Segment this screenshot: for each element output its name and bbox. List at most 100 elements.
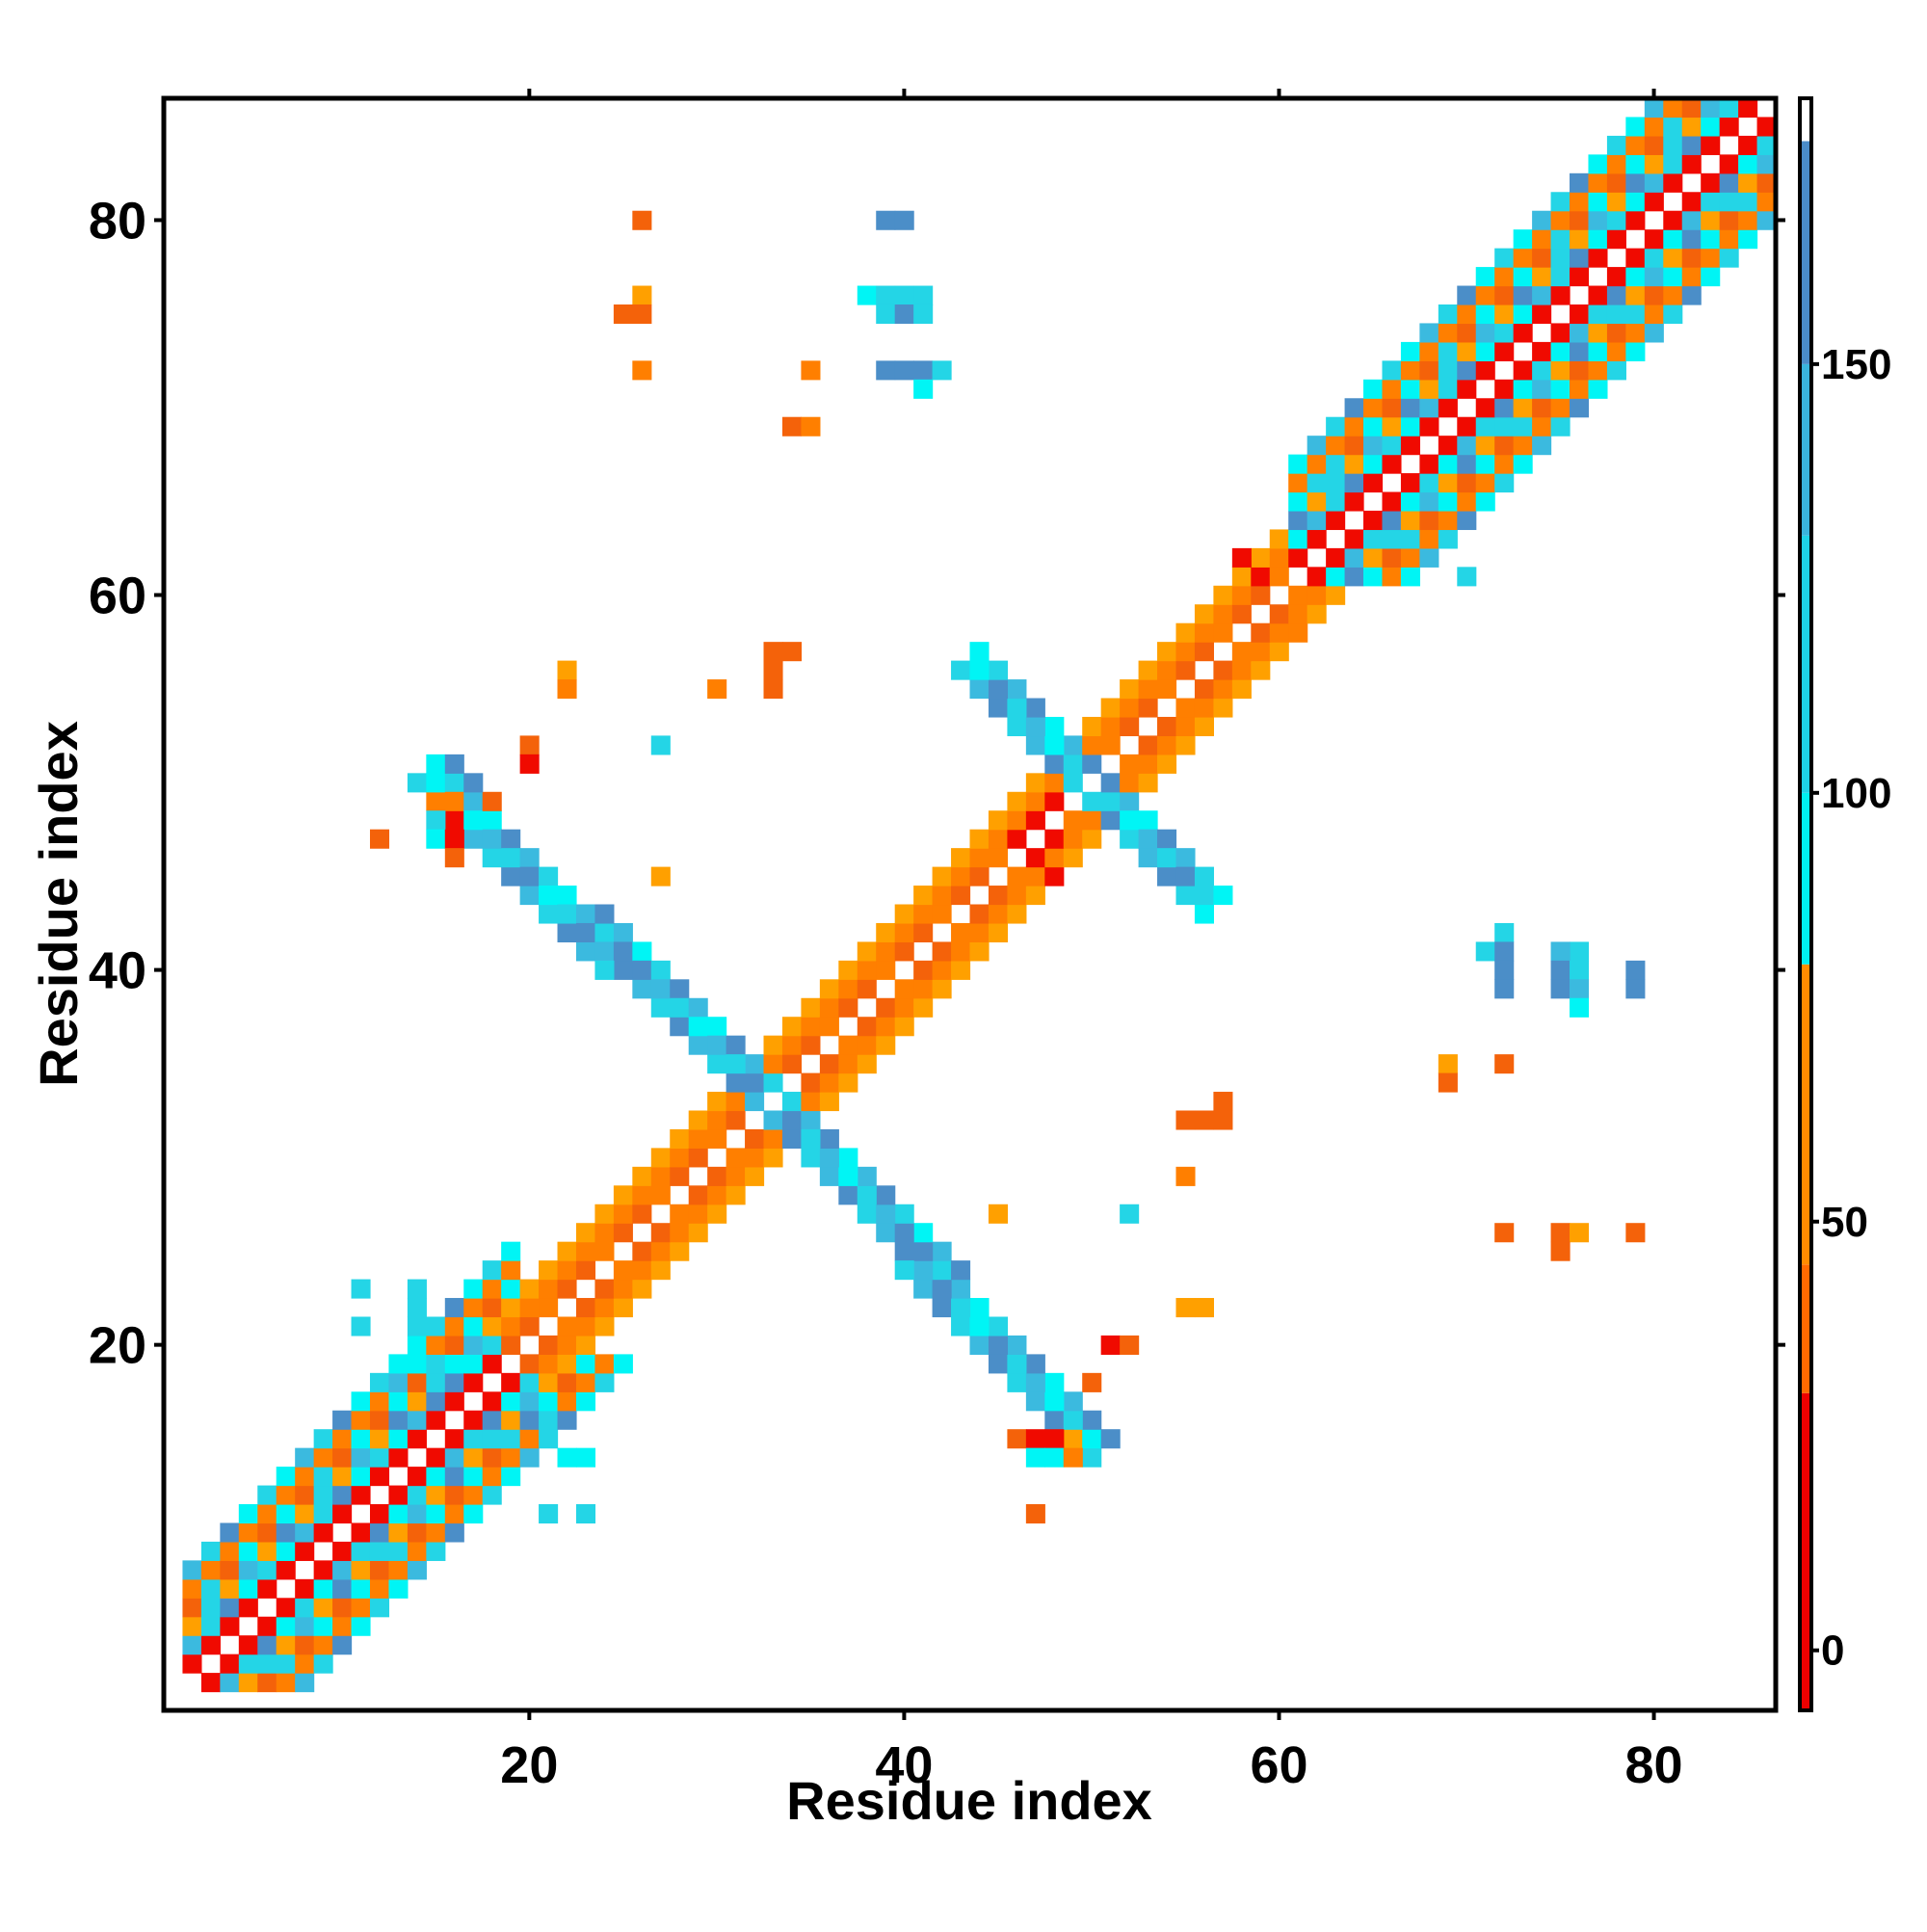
heatmap-cell xyxy=(1025,1391,1045,1412)
heatmap-cell xyxy=(1663,172,1683,193)
heatmap-cell xyxy=(838,1035,858,1055)
heatmap-cell xyxy=(1063,1391,1083,1412)
heatmap-cell xyxy=(650,997,671,1018)
heatmap-cell xyxy=(632,1204,652,1224)
heatmap-cell xyxy=(1570,997,1590,1018)
heatmap-cell xyxy=(1644,98,1664,119)
heatmap-cell xyxy=(1663,210,1683,230)
heatmap-cell xyxy=(1475,285,1495,305)
heatmap-cell xyxy=(1570,979,1590,999)
heatmap-cell xyxy=(501,1467,521,1487)
heatmap-cell xyxy=(1419,379,1439,399)
heatmap-cell xyxy=(650,1148,671,1168)
heatmap-cell xyxy=(650,960,671,980)
heatmap-cell xyxy=(1532,304,1552,325)
heatmap-cell xyxy=(426,1410,446,1430)
heatmap-cell xyxy=(1194,698,1214,718)
heatmap-cell xyxy=(838,1054,858,1074)
heatmap-cell xyxy=(1007,886,1027,906)
heatmap-cell xyxy=(407,1335,427,1355)
heatmap-cell xyxy=(1138,829,1158,849)
heatmap-cell xyxy=(988,829,1008,849)
heatmap-cell xyxy=(426,1485,446,1505)
heatmap-cell xyxy=(1100,773,1121,793)
colorbar-band xyxy=(1800,98,1811,142)
heatmap-cell xyxy=(482,1279,502,1299)
heatmap-cell xyxy=(1251,547,1271,568)
heatmap-cell xyxy=(426,1522,446,1543)
heatmap-cell xyxy=(613,922,633,942)
heatmap-cell xyxy=(1326,510,1346,531)
heatmap-cell xyxy=(426,754,446,774)
heatmap-cell xyxy=(295,1673,315,1693)
heatmap-cell xyxy=(1382,398,1402,418)
heatmap-cell xyxy=(407,1410,427,1430)
heatmap-cell xyxy=(1532,341,1552,361)
heatmap-cell xyxy=(801,997,821,1018)
heatmap-cell xyxy=(1025,866,1045,887)
colorbar-band xyxy=(1800,535,1811,793)
heatmap-cell xyxy=(1063,1429,1083,1449)
heatmap-cell xyxy=(1231,567,1252,587)
heatmap-cell xyxy=(1475,454,1495,474)
heatmap-cell xyxy=(369,1578,390,1599)
heatmap-cell xyxy=(951,941,971,962)
heatmap-cell xyxy=(951,1279,971,1299)
heatmap-cell xyxy=(444,1372,464,1392)
heatmap-cell xyxy=(1550,941,1571,962)
heatmap-cell xyxy=(1738,135,1758,155)
heatmap-cell xyxy=(501,1391,521,1412)
heatmap-cell xyxy=(688,1128,708,1149)
heatmap-cell xyxy=(501,1260,521,1281)
heatmap-cell xyxy=(1082,1372,1102,1392)
heatmap-cell xyxy=(1550,979,1571,999)
heatmap-cell xyxy=(1588,285,1608,305)
heatmap-cell xyxy=(1231,642,1252,662)
heatmap-cell xyxy=(444,1504,464,1524)
heatmap-cell xyxy=(1307,473,1327,493)
heatmap-cell xyxy=(1326,491,1346,512)
heatmap-cell xyxy=(426,1504,446,1524)
heatmap-cell xyxy=(220,1560,240,1580)
heatmap-cell xyxy=(1157,735,1177,755)
heatmap-cell xyxy=(969,866,990,887)
heatmap-cell xyxy=(1175,886,1196,906)
heatmap-cell xyxy=(1475,304,1495,325)
heatmap-cell xyxy=(1419,454,1439,474)
heatmap-cell xyxy=(444,773,464,793)
heatmap-cell xyxy=(557,904,577,924)
heatmap-cell xyxy=(426,1354,446,1374)
heatmap-cell xyxy=(670,1223,690,1243)
heatmap-cell xyxy=(1419,529,1439,549)
heatmap-cell xyxy=(932,1241,952,1261)
heatmap-cell xyxy=(539,866,559,887)
heatmap-cell xyxy=(1438,491,1458,512)
heatmap-cell xyxy=(1082,1410,1102,1430)
heatmap-cell xyxy=(1363,547,1384,568)
heatmap-cell xyxy=(650,1185,671,1205)
heatmap-cell xyxy=(482,829,502,849)
heatmap-cell xyxy=(1719,210,1739,230)
heatmap-cell xyxy=(463,773,484,793)
heatmap-cell xyxy=(1100,716,1121,737)
heatmap-cell xyxy=(519,1354,540,1374)
heatmap-cell xyxy=(276,1598,296,1618)
heatmap-cell xyxy=(238,1504,258,1524)
heatmap-cell xyxy=(670,1166,690,1186)
heatmap-cell xyxy=(1494,454,1515,474)
heatmap-cell xyxy=(444,1335,464,1355)
heatmap-cell xyxy=(688,1017,708,1037)
heatmap-cell xyxy=(745,1128,765,1149)
heatmap-cell xyxy=(819,1092,839,1112)
heatmap-cell xyxy=(1007,698,1027,718)
heatmap-cell xyxy=(351,1541,371,1561)
heatmap-cell xyxy=(969,1335,990,1355)
heatmap-cell xyxy=(519,735,540,755)
heatmap-cell xyxy=(745,1092,765,1112)
heatmap-cell xyxy=(951,1298,971,1318)
heatmap-cell xyxy=(295,1447,315,1468)
heatmap-cell xyxy=(932,904,952,924)
heatmap-cell xyxy=(1475,416,1495,437)
heatmap-cell xyxy=(1025,698,1045,718)
heatmap-cell xyxy=(1382,379,1402,399)
